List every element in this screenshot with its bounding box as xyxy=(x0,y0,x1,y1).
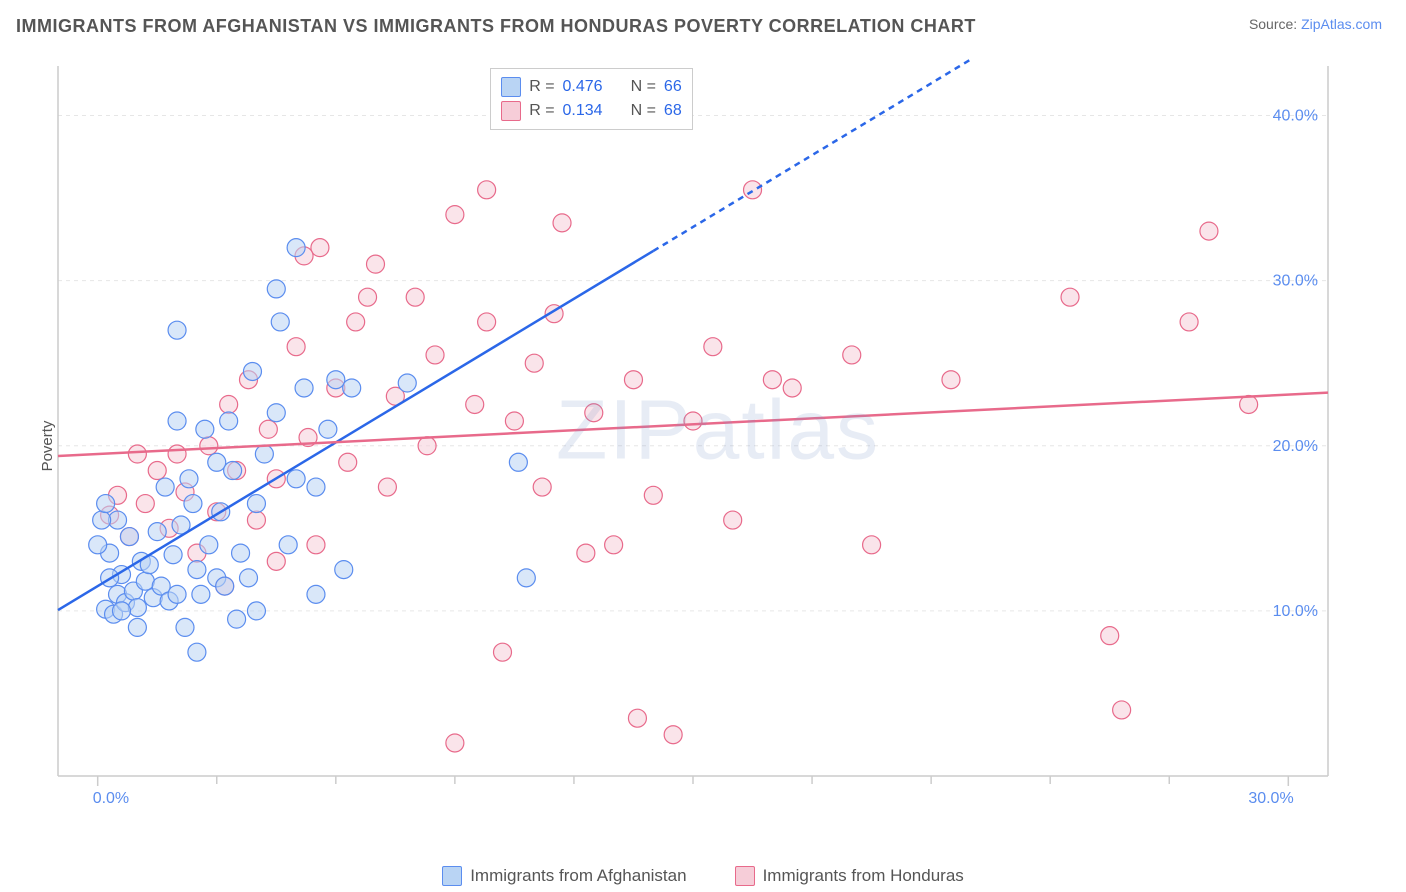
legend-stat-row: R =0.134N =68 xyxy=(501,99,682,123)
svg-text:20.0%: 20.0% xyxy=(1273,438,1318,455)
bottom-legend-item: Immigrants from Afghanistan xyxy=(442,866,686,886)
scatter-plot-svg: 10.0% 20.0% 30.0% 40.0% xyxy=(48,56,1388,836)
legend-swatch xyxy=(735,866,755,886)
legend-swatch xyxy=(442,866,462,886)
chart-area: Poverty 10.0%20.0%30.0%40.0% ZIPatlas R … xyxy=(48,56,1388,836)
chart-title: IMMIGRANTS FROM AFGHANISTAN VS IMMIGRANT… xyxy=(16,16,976,37)
svg-text:40.0%: 40.0% xyxy=(1273,108,1318,125)
bottom-legend-item: Immigrants from Honduras xyxy=(735,866,964,886)
legend-correlation-box: R =0.476N =66R =0.134N =68 xyxy=(490,68,693,130)
legend-label: Immigrants from Honduras xyxy=(763,866,964,886)
svg-text:30.0%: 30.0% xyxy=(1273,273,1318,290)
bottom-legend: Immigrants from Afghanistan Immigrants fr… xyxy=(0,866,1406,886)
source-link[interactable]: ZipAtlas.com xyxy=(1301,16,1382,32)
legend-swatch xyxy=(501,101,521,121)
source-label: Source: ZipAtlas.com xyxy=(1249,16,1382,32)
chart-header: IMMIGRANTS FROM AFGHANISTAN VS IMMIGRANT… xyxy=(0,0,1406,45)
legend-swatch xyxy=(501,77,521,97)
x-axis-tick-label: 30.0% xyxy=(1248,790,1293,808)
legend-label: Immigrants from Afghanistan xyxy=(470,866,686,886)
x-axis-tick-label: 0.0% xyxy=(93,790,129,808)
svg-text:10.0%: 10.0% xyxy=(1273,603,1318,620)
legend-stat-row: R =0.476N =66 xyxy=(501,75,682,99)
